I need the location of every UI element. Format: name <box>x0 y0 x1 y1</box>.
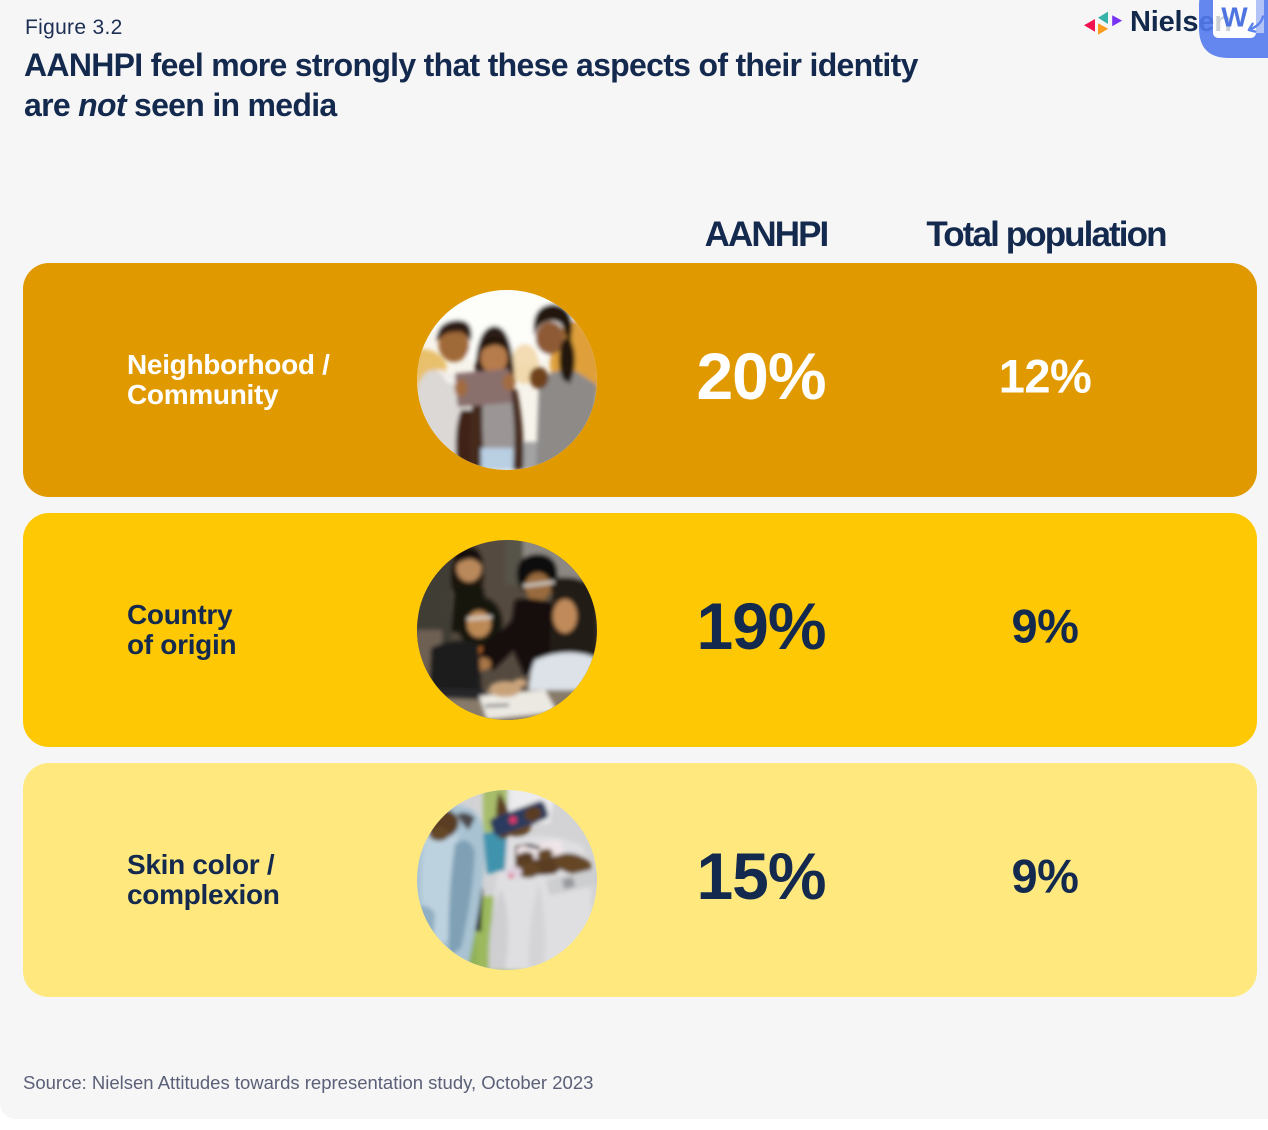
svg-text:W: W <box>1221 2 1248 33</box>
